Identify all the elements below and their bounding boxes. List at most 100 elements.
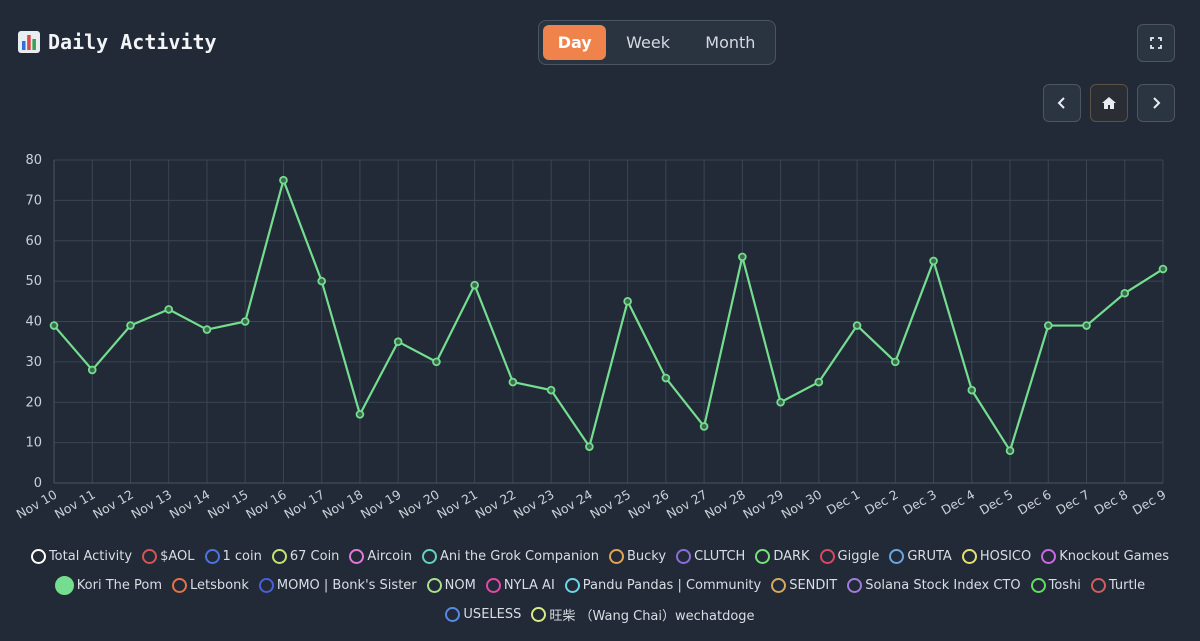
legend-item[interactable]: 旺柴 （Wang Chai）wechatdoge <box>531 605 755 624</box>
data-point[interactable] <box>623 297 632 306</box>
legend-swatch <box>1090 578 1106 593</box>
legend-label: Pandu Pandas | Community <box>582 578 762 593</box>
x-tick-label: Nov 12 <box>90 487 136 522</box>
x-tick-label: Nov 19 <box>358 487 404 522</box>
legend-label: SENDIT <box>789 578 838 593</box>
data-point[interactable] <box>1043 321 1053 330</box>
legend-item[interactable]: Pandu Pandas | Community <box>564 578 762 593</box>
data-point[interactable] <box>279 175 288 185</box>
data-point[interactable] <box>1082 321 1091 330</box>
legend-item[interactable]: SENDIT <box>771 578 837 593</box>
data-point[interactable] <box>508 377 518 387</box>
data-point[interactable] <box>355 410 365 419</box>
period-toggle: Day Week Month <box>538 20 776 65</box>
data-point[interactable] <box>814 377 824 387</box>
legend-item[interactable]: NOM <box>426 578 476 593</box>
x-tick-label: Nov 17 <box>281 487 327 522</box>
legend-label: Bucky <box>627 549 667 564</box>
data-point[interactable] <box>87 365 97 375</box>
y-tick-label: 50 <box>25 274 42 289</box>
data-point[interactable] <box>546 385 556 395</box>
data-point[interactable] <box>1158 264 1168 274</box>
legend-swatch <box>421 549 437 564</box>
legend-item[interactable]: DARK <box>755 549 810 564</box>
data-point[interactable] <box>699 422 709 431</box>
data-point[interactable] <box>929 256 938 266</box>
data-point[interactable] <box>393 337 403 346</box>
legend-label: NOM <box>444 578 476 593</box>
data-point[interactable] <box>1005 446 1015 456</box>
data-point[interactable] <box>967 385 977 395</box>
data-point[interactable] <box>49 321 59 330</box>
legend-label: Solana Stock Index CTO <box>865 578 1021 593</box>
legend-swatch <box>142 549 158 564</box>
data-point[interactable] <box>661 373 671 383</box>
legend-swatch <box>564 578 580 593</box>
fullscreen-button[interactable] <box>1137 24 1175 62</box>
bar-chart-icon <box>18 31 40 53</box>
x-tick-label: Nov 30 <box>778 487 824 522</box>
x-tick-label: Nov 14 <box>167 487 213 522</box>
prev-button[interactable] <box>1043 84 1081 122</box>
legend-item[interactable]: GRUTA <box>889 549 952 564</box>
legend-item[interactable]: Giggle <box>819 549 879 564</box>
data-point[interactable] <box>317 276 326 286</box>
legend-item[interactable]: CLUTCH <box>676 549 745 564</box>
data-point[interactable] <box>852 321 862 330</box>
data-point[interactable] <box>432 357 441 367</box>
legend-swatch <box>531 607 547 622</box>
legend-label: Letsbonk <box>190 578 249 593</box>
legend-item[interactable]: 1 coin <box>204 549 262 564</box>
legend-item[interactable]: Letsbonk <box>172 578 249 593</box>
data-point[interactable] <box>240 317 250 326</box>
legend-item[interactable]: Knockout Games <box>1041 549 1169 564</box>
legend-label: Ani the Grok Companion <box>439 549 599 564</box>
legend-item[interactable]: Turtle <box>1090 578 1145 593</box>
x-tick-label: Nov 22 <box>473 487 519 522</box>
legend-swatch <box>609 549 624 564</box>
y-axis: 0 10 20 30 40 50 60 70 80 <box>25 153 42 491</box>
x-tick-label: Nov 13 <box>128 487 174 522</box>
tab-day[interactable]: Day <box>543 25 607 60</box>
legend-item[interactable]: Ani the Grok Companion <box>421 549 599 564</box>
legend-item[interactable]: Kori The Pom <box>54 576 162 595</box>
tab-month[interactable]: Month <box>705 33 756 52</box>
legend-swatch <box>485 578 501 593</box>
legend-swatch <box>889 549 905 564</box>
legend-item[interactable]: Aircoin <box>349 549 412 564</box>
x-tick-label: Nov 25 <box>587 487 633 522</box>
legend-row: Total Activity $AOL 1 coin 67 Coin Aircoin An… <box>0 542 1200 571</box>
data-point[interactable] <box>202 325 212 334</box>
legend-swatch <box>426 578 442 593</box>
y-tick-label: 0 <box>34 476 42 491</box>
legend-item[interactable]: Total Activity <box>30 549 133 564</box>
tab-week[interactable]: Week <box>626 33 670 52</box>
legend-item[interactable]: Solana Stock Index CTO <box>847 578 1021 593</box>
data-point[interactable] <box>585 442 594 451</box>
legend-item[interactable]: 67 Coin <box>271 549 339 564</box>
data-point[interactable] <box>164 305 174 314</box>
legend-swatch <box>847 578 863 593</box>
next-button[interactable] <box>1137 84 1175 122</box>
legend-swatch <box>54 576 74 595</box>
legend-item[interactable]: Bucky <box>609 549 666 564</box>
legend-item[interactable]: NYLA AI <box>485 578 555 593</box>
data-point[interactable] <box>126 321 135 330</box>
data-point[interactable] <box>1120 288 1130 298</box>
y-tick-label: 70 <box>25 193 42 208</box>
legend-item[interactable]: Toshi <box>1030 578 1081 593</box>
legend-swatch <box>1041 549 1057 564</box>
legend-item[interactable]: MOMO | Bonk's Sister <box>258 578 417 593</box>
data-point[interactable] <box>738 252 747 262</box>
data-point[interactable] <box>776 397 785 407</box>
legend-label: Aircoin <box>367 549 412 564</box>
legend-label: Total Activity <box>48 549 133 564</box>
legend-item[interactable]: HOSICO <box>961 549 1031 564</box>
legend-item[interactable]: $AOL <box>142 549 195 564</box>
legend-item[interactable]: USELESS <box>445 607 521 622</box>
data-point[interactable] <box>891 357 900 367</box>
home-button[interactable] <box>1090 84 1128 122</box>
legend-label: USELESS <box>463 607 522 622</box>
data-point[interactable] <box>470 280 479 290</box>
legend-swatch <box>819 549 835 564</box>
